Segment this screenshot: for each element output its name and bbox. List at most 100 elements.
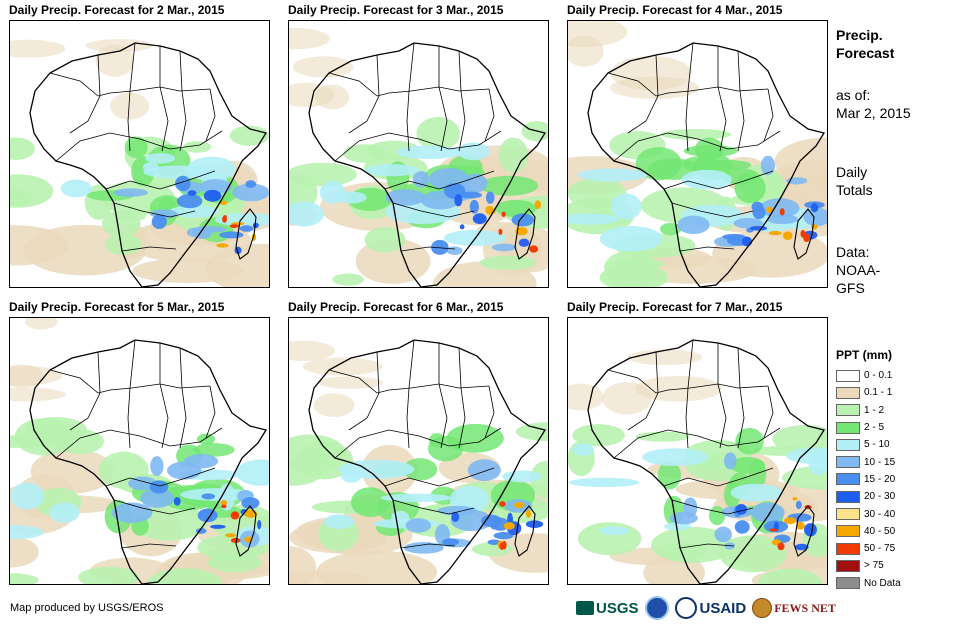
precip-map <box>288 317 549 585</box>
fewsnet-logo: FEWS NET <box>752 598 836 618</box>
precip-area <box>229 224 239 228</box>
country-border <box>613 130 781 162</box>
precip-area <box>577 168 648 182</box>
precip-area <box>140 488 175 508</box>
country-border <box>334 130 502 162</box>
country-border <box>55 427 223 459</box>
precip-area <box>487 539 501 545</box>
legend-label: 1 - 2 <box>864 404 885 416</box>
precip-area <box>741 236 753 247</box>
legend-item: 0.1 - 1 <box>836 384 956 401</box>
madagascar-coastline <box>514 505 536 557</box>
precip-area <box>244 536 253 543</box>
fews-logo-text: FEWS NET <box>774 600 836 615</box>
country-border <box>348 54 380 134</box>
precip-area <box>341 470 362 483</box>
precip-area <box>10 189 34 207</box>
precip-area <box>385 189 426 206</box>
legend-label: 15 - 20 <box>864 473 896 485</box>
country-border <box>113 499 196 515</box>
country-border <box>159 46 169 152</box>
legend-swatch <box>836 456 860 469</box>
country-border <box>55 130 223 162</box>
legend-swatch <box>836 490 860 503</box>
precip-area <box>175 175 191 192</box>
country-border <box>384 467 495 487</box>
country-border <box>179 50 187 152</box>
precip-area <box>317 376 383 389</box>
country-border <box>49 369 211 394</box>
precip-area <box>314 84 350 110</box>
usgs-wave-icon <box>576 601 594 615</box>
precip-area <box>792 497 798 501</box>
country-border <box>484 88 495 142</box>
forecast-panel-5: Daily Precip. Forecast for 6 Mar., 2015 <box>288 297 549 587</box>
precip-area <box>784 517 797 525</box>
precip-area <box>289 27 331 50</box>
precip-area <box>635 431 690 442</box>
data-line3: GFS <box>836 280 865 296</box>
precip-area <box>54 429 104 455</box>
precip-area <box>416 117 461 151</box>
fews-globe-icon <box>752 598 773 618</box>
legend-item: 20 - 30 <box>836 488 956 505</box>
precip-area <box>677 215 710 235</box>
precip-area <box>113 188 148 197</box>
precip-map <box>9 317 270 585</box>
country-border <box>438 46 448 152</box>
precip-area <box>811 224 818 230</box>
panel-title: Daily Precip. Forecast for 4 Mar., 2015 <box>567 3 783 17</box>
precip-area <box>324 514 355 530</box>
precip-area <box>150 456 164 476</box>
precip-area <box>734 173 766 204</box>
precip-map <box>9 20 270 288</box>
precip-area <box>454 194 463 207</box>
precip-area <box>167 461 202 480</box>
precip-area <box>599 526 630 536</box>
forecast-panel-3: Daily Precip. Forecast for 4 Mar., 2015 <box>567 0 828 290</box>
partner-logos: USGS USAID FEWS NET <box>576 594 836 622</box>
country-border <box>663 170 774 190</box>
africa-map-graphic <box>568 339 827 584</box>
precip-area <box>572 443 594 456</box>
precip-area <box>758 568 822 584</box>
legend-label: 50 - 75 <box>864 543 896 555</box>
precip-area <box>529 245 539 253</box>
precip-area <box>176 194 203 209</box>
precip-area <box>794 543 809 551</box>
forecast-panel-1: Daily Precip. Forecast for 2 Mar., 2015 <box>9 0 270 290</box>
madagascar-coastline <box>793 208 815 260</box>
precip-area <box>220 504 227 509</box>
africa-map-graphic <box>10 39 269 287</box>
country-border <box>384 170 495 190</box>
africa-map-graphic <box>289 27 548 287</box>
precip-area <box>10 137 35 160</box>
country-border <box>763 385 774 439</box>
precip-area <box>749 226 768 231</box>
country-border <box>69 351 101 431</box>
legend-item: No Data <box>836 575 956 592</box>
precip-area <box>289 201 325 227</box>
sidebar-totals: Daily Totals <box>836 163 873 199</box>
legend-item: 40 - 50 <box>836 523 956 540</box>
precip-area <box>10 387 66 402</box>
precip-area <box>225 533 236 538</box>
precip-area <box>230 511 240 520</box>
legend-label: 0 - 0.1 <box>864 370 893 382</box>
precip-area <box>514 501 525 509</box>
precip-area <box>610 193 642 220</box>
country-border <box>627 54 659 134</box>
precip-area <box>774 137 827 186</box>
precip-area <box>335 191 367 204</box>
precip-area <box>230 537 241 543</box>
precip-area <box>241 497 260 509</box>
precip-area <box>515 227 528 236</box>
precip-area <box>403 458 438 481</box>
country-border <box>717 343 727 449</box>
precip-area <box>669 511 698 525</box>
precip-area <box>722 233 746 240</box>
legend-item: 0 - 0.1 <box>836 367 956 384</box>
sidebar-title-line2: Forecast <box>836 45 895 61</box>
precip-area <box>216 243 229 248</box>
precip-area <box>766 206 773 213</box>
